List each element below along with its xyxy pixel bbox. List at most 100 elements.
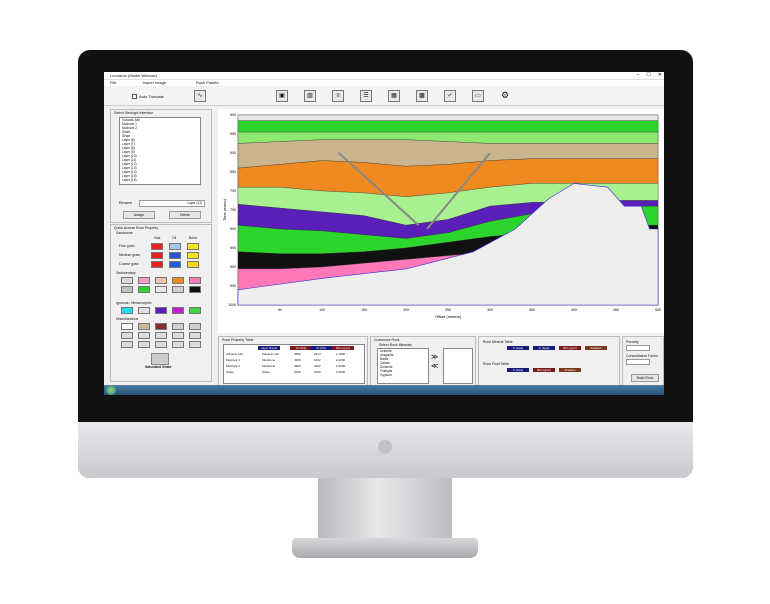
porosity-input[interactable]	[626, 345, 650, 351]
sedimentary-swatch[interactable]	[138, 277, 150, 284]
igneous-swatch[interactable]	[172, 307, 184, 314]
list-item[interactable]: Aragonite	[380, 353, 394, 357]
sedimentary-swatch[interactable]	[138, 286, 150, 293]
sandstone-swatch[interactable]	[151, 252, 163, 259]
misc-swatch[interactable]	[172, 323, 184, 330]
photo-icon[interactable]: ▩	[416, 90, 428, 102]
rp-cell[interactable]: 3262	[314, 364, 321, 368]
auto-truncate-checkbox[interactable]: Auto Truncate	[132, 94, 164, 100]
misc-swatch[interactable]	[155, 341, 167, 348]
minimize-button[interactable]: –	[636, 72, 640, 78]
rp-cell[interactable]: 4900	[294, 358, 301, 362]
list-item[interactable]: Mudrock 2	[122, 126, 137, 130]
consolidation-input[interactable]	[626, 359, 650, 365]
rp-cell[interactable]: 4900	[294, 364, 301, 368]
list-item[interactable]: Layer (13)	[122, 166, 137, 170]
rp-header[interactable]: Rho (g/cc)	[332, 346, 354, 350]
list-item[interactable]: Dolomite	[380, 365, 393, 369]
build-rock-button[interactable]: Build Rock	[631, 374, 659, 382]
fluid-header[interactable]: K (Gpa)	[507, 368, 529, 372]
sedimentary-swatch[interactable]	[155, 277, 167, 284]
gear-icon[interactable]: ⚙	[500, 90, 510, 100]
list-item[interactable]: Volcanic Ash	[122, 118, 141, 122]
saturated-shale-swatch[interactable]	[151, 353, 169, 365]
move-left-button[interactable]: ≪	[431, 363, 439, 370]
misc-swatch[interactable]	[189, 341, 201, 348]
rp-cell[interactable]: 2.2000	[336, 364, 346, 368]
grid-icon[interactable]: ▦	[388, 90, 400, 102]
list-item[interactable]: Feldspar	[380, 369, 393, 373]
igneous-swatch[interactable]	[155, 307, 167, 314]
mineral-header[interactable]: Rho (g/cc)	[559, 346, 581, 350]
list-item[interactable]: Gypsum	[380, 373, 392, 377]
menu-import-image[interactable]: Import Image	[142, 80, 167, 85]
rp-cell[interactable]: Volcanic Ash	[226, 352, 244, 356]
rock-property-table[interactable]: Layer Name Vp (ft/s) Vs (ft/s) Rho (g/cc) Vo…	[223, 344, 365, 384]
list-item[interactable]: Layer (9)	[122, 150, 135, 154]
rp-header[interactable]: Vs (ft/s)	[310, 346, 332, 350]
misc-swatch[interactable]	[121, 323, 133, 330]
sedimentary-swatch[interactable]	[172, 277, 184, 284]
list-item[interactable]: Layer (14)	[122, 170, 137, 174]
sandstone-swatch[interactable]	[169, 243, 181, 250]
list-item[interactable]: Mudrock 1	[122, 122, 137, 126]
geologic-model-chart[interactable]: 50 100 150 200 250 300 350 400 450 500 500 550 600 65…	[218, 109, 664, 333]
wave-icon[interactable]: ∿	[194, 90, 206, 102]
start-button-icon[interactable]	[106, 385, 116, 395]
close-button[interactable]: ✕	[657, 72, 662, 78]
rp-cell[interactable]: 2.3000	[336, 370, 346, 374]
rp-header[interactable]: Vp (ft/s)	[290, 346, 312, 350]
mineral-header[interactable]: G (Gpa)	[533, 346, 555, 350]
fluid-header[interactable]: Rho (g/cc)	[533, 368, 555, 372]
list-item[interactable]: Layer (16)	[122, 178, 137, 182]
image-edit-icon[interactable]: ▧	[304, 90, 316, 102]
list-item[interactable]: Layer (15)	[122, 174, 137, 178]
rp-cell[interactable]: Volcanic Ash	[262, 352, 280, 356]
misc-swatch[interactable]	[121, 341, 133, 348]
sedimentary-swatch[interactable]	[121, 277, 133, 284]
sandstone-swatch[interactable]	[151, 261, 163, 268]
minerals-list[interactable]: Ankerite Aragonite Barite Calcite Dolomi…	[377, 348, 429, 384]
list-item[interactable]: Shale	[122, 134, 131, 138]
misc-swatch[interactable]	[121, 332, 133, 339]
misc-swatch[interactable]	[155, 323, 167, 330]
rp-cell[interactable]: Mudrock 1	[226, 358, 241, 362]
misc-swatch[interactable]	[189, 323, 201, 330]
rp-cell[interactable]: Shale	[226, 370, 234, 374]
igneous-swatch[interactable]	[189, 307, 201, 314]
misc-swatch[interactable]	[172, 332, 184, 339]
window-icon[interactable]: ▭	[472, 90, 484, 102]
maximize-button[interactable]: ☐	[646, 72, 651, 78]
list-item[interactable]: Layer (11)	[122, 158, 137, 162]
sedimentary-swatch[interactable]	[189, 277, 201, 284]
list-item[interactable]: Layer (12)	[122, 162, 137, 166]
rp-cell[interactable]: 2.2000	[336, 358, 346, 362]
selected-minerals-list[interactable]	[443, 348, 473, 384]
fluid-header[interactable]: Fraction	[559, 368, 581, 372]
sandstone-swatch[interactable]	[187, 243, 199, 250]
assign-button[interactable]: Assign	[123, 211, 155, 219]
list-item[interactable]: Barite	[380, 357, 389, 361]
list-item[interactable]: Layer (10)	[122, 154, 137, 158]
mineral-header[interactable]: K (Gpa)	[507, 346, 529, 350]
delete-button[interactable]: Delete	[169, 211, 201, 219]
sedimentary-swatch[interactable]	[155, 286, 167, 293]
misc-swatch[interactable]	[138, 341, 150, 348]
table-icon[interactable]: ☰	[360, 90, 372, 102]
misc-swatch[interactable]	[189, 332, 201, 339]
menu-rock-palette[interactable]: Rock Palette	[196, 80, 219, 85]
layers-icon[interactable]: ≡	[332, 90, 344, 102]
sandstone-swatch[interactable]	[169, 252, 181, 259]
image-icon[interactable]: ▣	[276, 90, 288, 102]
mineral-header[interactable]: Fraction	[585, 346, 607, 350]
rp-cell[interactable]: 5240	[294, 370, 301, 374]
sedimentary-swatch[interactable]	[189, 286, 201, 293]
menu-file[interactable]: File	[110, 80, 117, 85]
list-item[interactable]: Ankerite	[380, 349, 392, 353]
misc-swatch[interactable]	[155, 332, 167, 339]
list-item[interactable]: Shale	[122, 130, 131, 134]
igneous-swatch[interactable]	[121, 307, 133, 314]
rp-cell[interactable]: 4550	[294, 352, 301, 356]
chart-check-icon[interactable]: ✓	[444, 90, 456, 102]
misc-swatch[interactable]	[138, 332, 150, 339]
